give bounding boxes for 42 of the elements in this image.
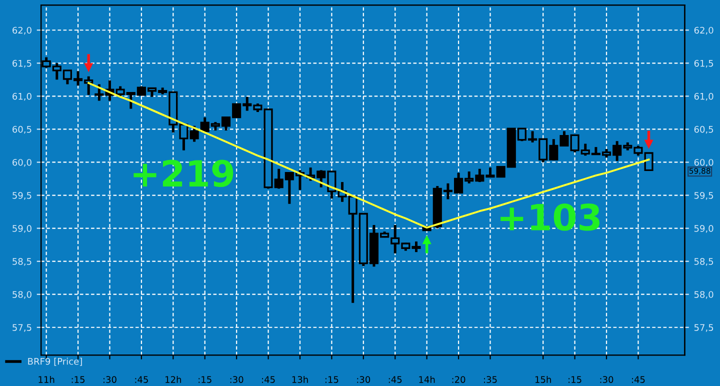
x-tick-label: 12h (166, 376, 181, 383)
legend-label: BRF9 [Price] (28, 358, 82, 366)
x-tick-label: :45 (388, 376, 402, 383)
x-tick-label: :15 (325, 376, 338, 383)
annotation: +219 (134, 160, 234, 188)
y-tick-label: 58,5 (12, 258, 32, 266)
y-tick-label: 61,5 (12, 60, 32, 68)
y2-tick-label: 62,0 (694, 26, 714, 35)
y2-tick-label: 60,5 (694, 126, 714, 134)
x-tick-label: 11h (38, 376, 54, 383)
x-tick-label: 15h (535, 376, 551, 383)
x-tick-label: :20 (452, 376, 466, 383)
x-tick-label: :45 (135, 376, 148, 383)
x-tick-label: :30 (600, 376, 614, 383)
y-tick-label: 59,5 (12, 192, 32, 200)
x-tick-label: :45 (632, 376, 645, 383)
x-tick-label: 14h (419, 376, 435, 383)
y2-tick-label: 61,5 (694, 60, 714, 68)
y2-tick-label: 58,5 (694, 258, 714, 266)
y-tick-label: 57,5 (12, 324, 32, 332)
y2-tick-label: 59,0 (694, 225, 714, 233)
y-tick-label: 61,0 (12, 92, 32, 101)
x-tick-label: :15 (72, 376, 85, 383)
y2-tick-label: 57,5 (694, 324, 714, 332)
y-tick-label: 59,0 (12, 225, 32, 233)
y2-tick-label: 61,0 (694, 92, 714, 101)
x-tick-label: :30 (104, 376, 116, 383)
y2-tick-label: 58,0 (694, 291, 714, 299)
x-tick-label: 13h (292, 376, 308, 383)
x-tick-label: :30 (230, 376, 244, 383)
x-tick-label: :35 (484, 376, 497, 383)
x-tick-label: :45 (262, 376, 275, 383)
y-tick-label: 62,0 (12, 26, 32, 35)
x-tick-label: :15 (198, 376, 212, 383)
x-tick-label: :30 (357, 376, 370, 383)
y-tick-label: 60,0 (12, 158, 32, 167)
annotation: +103 (500, 203, 600, 231)
y2-tick-label: 59,5 (694, 192, 714, 200)
y2-tick-label: 60,0 (694, 158, 714, 167)
y-tick-label: 58,0 (12, 291, 32, 299)
y-tick-label: 60,5 (12, 126, 32, 134)
x-tick-label: :15 (568, 376, 582, 383)
